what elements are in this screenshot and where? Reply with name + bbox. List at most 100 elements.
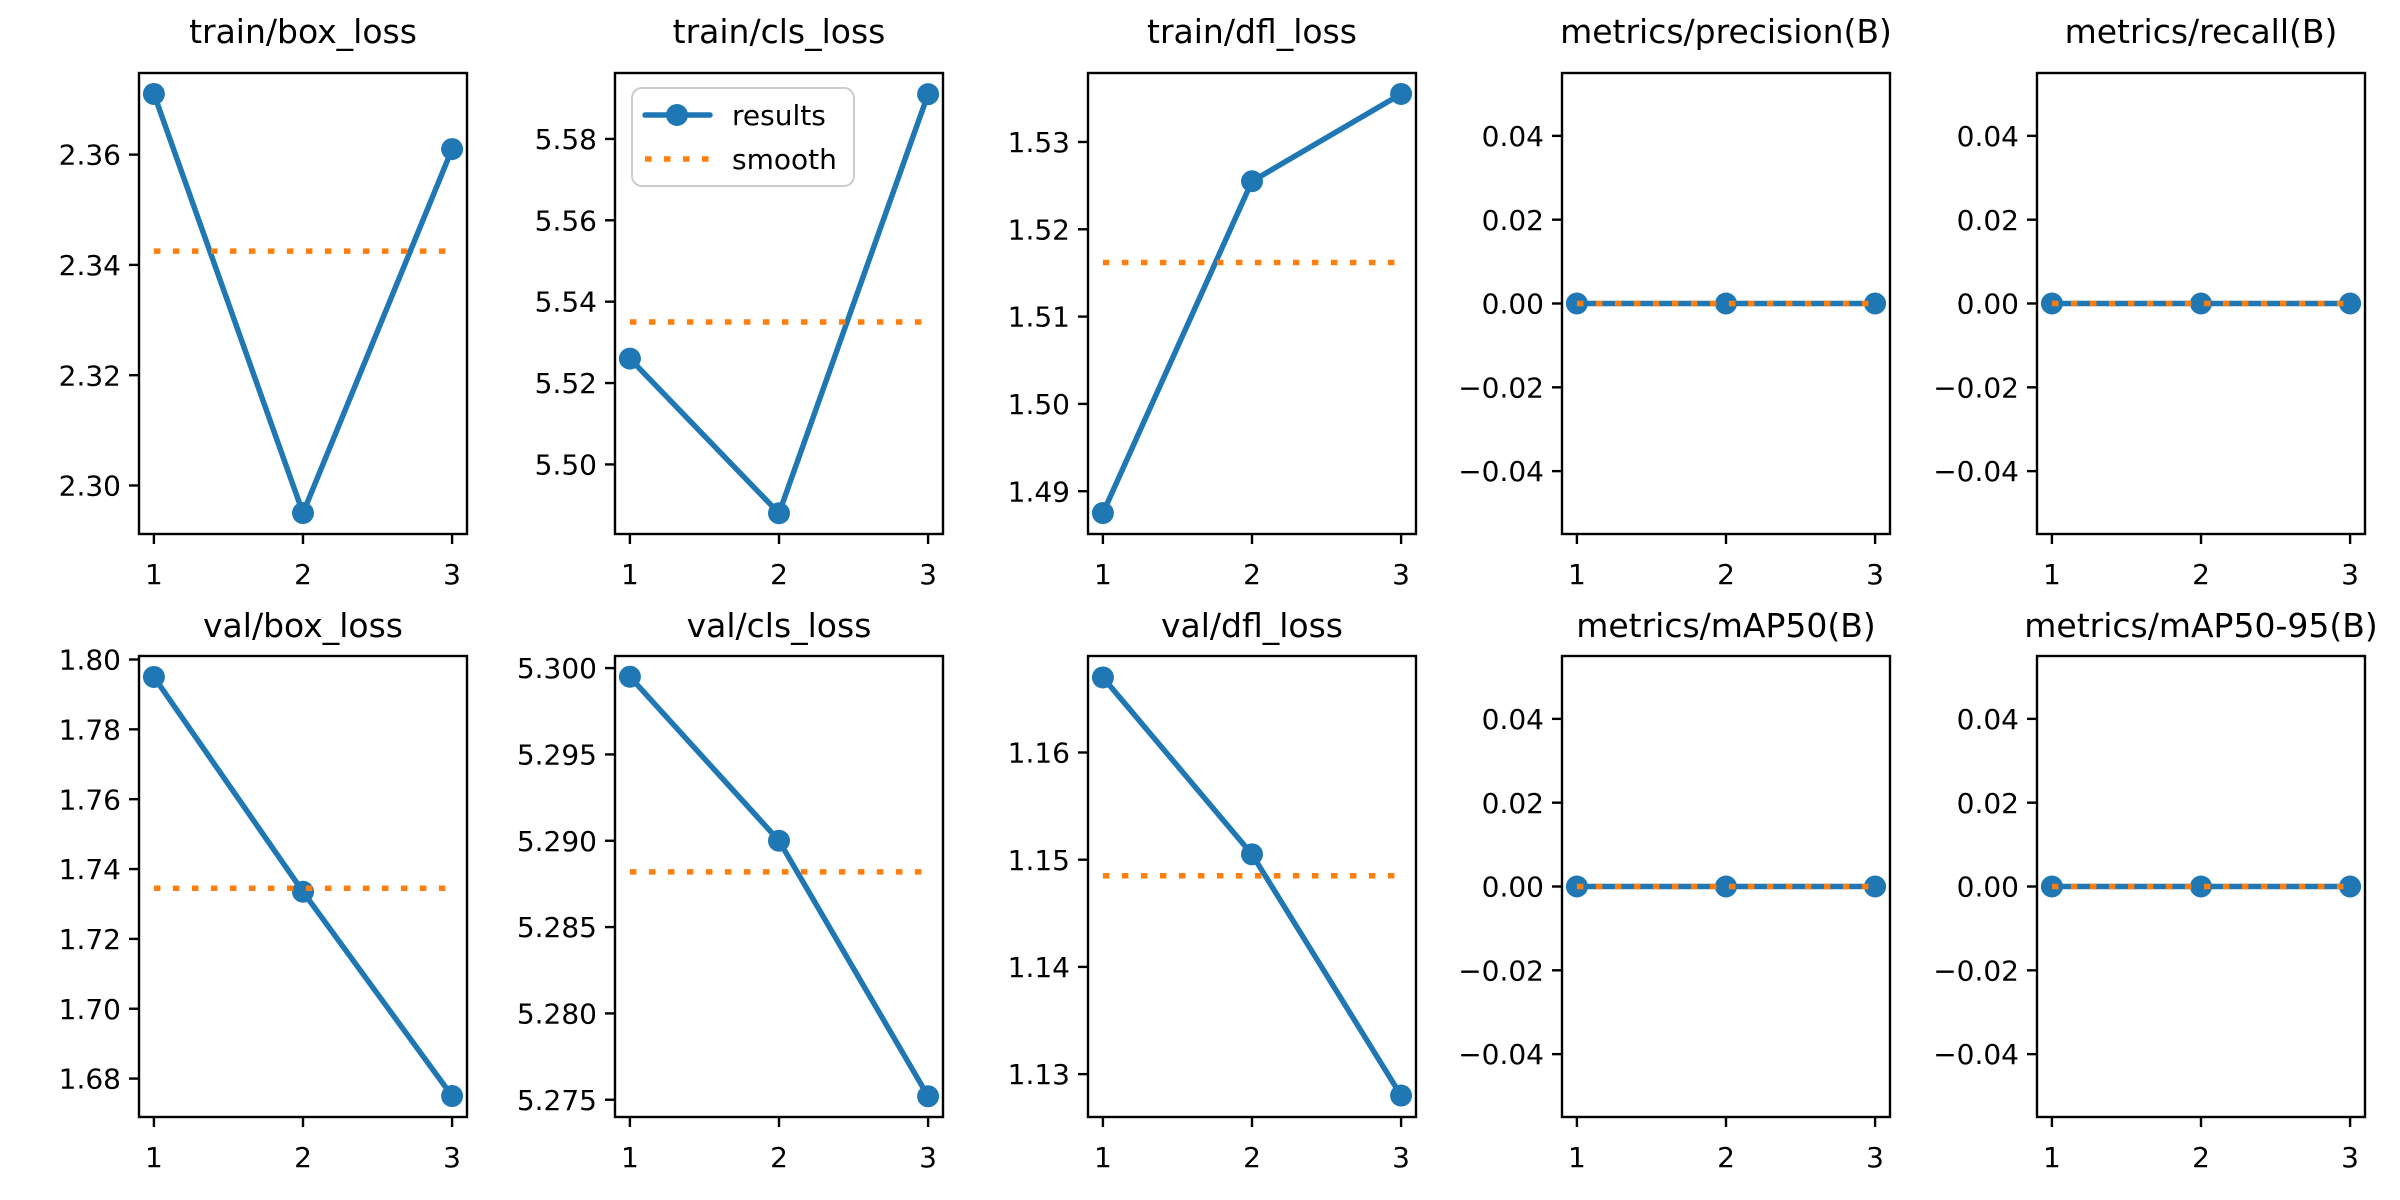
- y-tick-label: −0.04: [1933, 455, 2019, 488]
- y-tick-label: −0.02: [1458, 371, 1544, 404]
- results-marker: [1864, 292, 1887, 315]
- results-marker: [917, 83, 940, 106]
- results-marker: [1241, 170, 1263, 193]
- y-tick-label: 5.52: [535, 367, 597, 400]
- results-marker: [1241, 843, 1263, 866]
- x-tick-label: 1: [621, 1141, 639, 1174]
- y-tick-label: 5.56: [535, 204, 597, 237]
- x-tick-label: 3: [1392, 558, 1410, 591]
- y-tick-label: −0.04: [1458, 455, 1544, 488]
- results-marker: [1390, 82, 1413, 105]
- results-marker: [292, 880, 314, 903]
- y-tick-label: 5.54: [535, 286, 597, 319]
- y-tick-label: 0.02: [1482, 787, 1544, 820]
- subplot-title: train/dfl_loss: [1147, 12, 1357, 51]
- y-tick-label: 2.34: [59, 249, 121, 282]
- y-tick-label: −0.02: [1933, 954, 2019, 987]
- axes-frame: [613, 654, 945, 1119]
- y-tick-label: 0.02: [1482, 204, 1544, 237]
- x-tick-label: 1: [1094, 558, 1112, 591]
- y-tick-label: 5.58: [535, 123, 597, 156]
- y-tick-label: 1.16: [1008, 737, 1070, 770]
- x-tick-label: 1: [145, 1141, 163, 1174]
- x-tick-label: 3: [919, 1141, 937, 1174]
- x-tick-label: 3: [2341, 1141, 2359, 1174]
- subplot-train-cls-loss: 5.50 5.52 5.54 5.56 5.58 1 2 3 train/cls_lossres…: [535, 12, 945, 591]
- y-tick-label: 5.280: [517, 997, 597, 1030]
- y-tick-label: 1.78: [59, 713, 121, 746]
- results-marker: [441, 1085, 464, 1108]
- results-marker: [292, 502, 314, 525]
- x-tick-label: 1: [1568, 1141, 1586, 1174]
- subplot-title: val/cls_loss: [687, 606, 872, 645]
- results-marker: [1091, 666, 1114, 689]
- y-tick-label: 1.52: [1008, 213, 1070, 246]
- y-tick-label: 0.00: [1482, 871, 1544, 904]
- y-tick-label: 1.15: [1008, 844, 1070, 877]
- results-marker: [2190, 292, 2212, 315]
- results-marker: [142, 665, 165, 688]
- results-marker: [768, 829, 790, 852]
- y-tick-label: 1.50: [1008, 388, 1070, 421]
- x-tick-label: 2: [1243, 558, 1261, 591]
- x-tick-label: 2: [294, 1141, 312, 1174]
- y-tick-label: 1.68: [59, 1063, 121, 1096]
- subplot-val-box-loss: 1.68 1.70 1.72 1.74 1.76 1.78 1.80 1 2 3 val/box_l…: [59, 606, 469, 1174]
- x-tick-label: 3: [1866, 558, 1884, 591]
- subplot-metrics-map50-b: −0.04 −0.02 0.00 0.02 0.04 1 2 3 metrics/mAP50(B…: [1458, 606, 1892, 1174]
- subplot-title: metrics/recall(B): [2065, 12, 2338, 51]
- y-tick-label: 0.00: [1957, 288, 2019, 321]
- x-tick-label: 3: [443, 558, 461, 591]
- results-marker: [1864, 875, 1887, 898]
- x-tick-label: 1: [2043, 1141, 2061, 1174]
- y-tick-label: −0.02: [1933, 371, 2019, 404]
- y-tick-label: 0.02: [1957, 204, 2019, 237]
- subplot-train-box-loss: 2.30 2.32 2.34 2.36 1 2 3 train/box_loss: [59, 12, 469, 591]
- y-tick-label: 1.51: [1008, 301, 1070, 334]
- results-marker: [618, 665, 641, 688]
- x-tick-label: 2: [770, 1141, 788, 1174]
- y-tick-label: 0.04: [1482, 703, 1544, 736]
- results-marker: [618, 347, 641, 370]
- results-marker: [2339, 875, 2362, 898]
- results-marker: [1715, 292, 1737, 315]
- y-tick-label: −0.02: [1458, 954, 1544, 987]
- y-tick-label: 1.49: [1008, 475, 1070, 508]
- y-tick-label: 5.295: [517, 738, 597, 771]
- x-tick-label: 3: [1392, 1141, 1410, 1174]
- subplot-title: val/box_loss: [203, 606, 403, 645]
- results-marker: [1390, 1084, 1413, 1107]
- subplot-val-dfl-loss: 1.13 1.14 1.15 1.16 1 2 3 val/dfl_loss: [1008, 606, 1418, 1174]
- y-tick-label: 1.72: [59, 923, 121, 956]
- x-tick-label: 1: [1094, 1141, 1112, 1174]
- y-tick-label: 1.76: [59, 783, 121, 816]
- results-marker: [2339, 292, 2362, 315]
- subplot-title: metrics/precision(B): [1560, 12, 1892, 51]
- y-tick-label: 0.02: [1957, 787, 2019, 820]
- x-tick-label: 1: [145, 558, 163, 591]
- y-tick-label: 5.300: [517, 652, 597, 685]
- results-marker: [917, 1085, 940, 1108]
- results-marker: [1715, 875, 1737, 898]
- y-tick-label: 1.53: [1008, 126, 1070, 159]
- subplot-val-cls-loss: 5.275 5.280 5.285 5.290 5.295 5.300 1 2 3 val/cls…: [517, 606, 945, 1174]
- y-tick-label: 0.04: [1957, 120, 2019, 153]
- y-tick-label: 1.14: [1008, 951, 1070, 984]
- results-marker: [441, 138, 464, 161]
- x-tick-label: 2: [2192, 1141, 2210, 1174]
- results-marker: [1091, 502, 1114, 525]
- x-tick-label: 3: [2341, 558, 2359, 591]
- x-tick-label: 2: [770, 558, 788, 591]
- x-tick-label: 2: [1717, 1141, 1735, 1174]
- x-tick-label: 2: [1717, 558, 1735, 591]
- results-marker: [142, 82, 165, 105]
- subplot-title: metrics/mAP50(B): [1576, 606, 1876, 645]
- y-tick-label: 2.30: [59, 470, 121, 503]
- legend-label-results: results: [732, 99, 826, 132]
- y-tick-label: 0.04: [1482, 120, 1544, 153]
- y-tick-label: 1.70: [59, 993, 121, 1026]
- subplot-title: metrics/mAP50-95(B): [2024, 606, 2377, 645]
- axes-frame: [1086, 71, 1418, 536]
- x-tick-label: 1: [2043, 558, 2061, 591]
